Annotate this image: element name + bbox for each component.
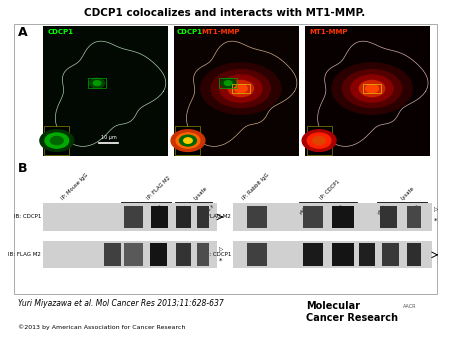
Text: pSG5: pSG5 — [299, 203, 310, 215]
Bar — [332, 206, 354, 228]
Bar — [380, 206, 397, 228]
Text: IP: CDCP1: IP: CDCP1 — [319, 179, 341, 201]
Text: *: * — [433, 218, 437, 224]
Text: B: B — [18, 162, 27, 174]
Bar — [306, 26, 430, 156]
Circle shape — [234, 84, 247, 93]
Circle shape — [228, 80, 253, 97]
Circle shape — [184, 138, 192, 143]
Bar — [43, 241, 216, 268]
Circle shape — [332, 63, 412, 114]
Text: MT1-MMP: MT1-MMP — [202, 29, 240, 35]
Bar — [197, 206, 209, 228]
Text: MT1-F: MT1-F — [203, 203, 216, 216]
Bar — [88, 78, 106, 88]
Text: MT1-MMP: MT1-MMP — [310, 29, 348, 35]
Text: IB: CDCP1: IB: CDCP1 — [204, 252, 231, 257]
Text: AACR: AACR — [403, 304, 416, 309]
Bar — [197, 243, 209, 266]
Text: IP: Rabbit IgG: IP: Rabbit IgG — [241, 172, 270, 201]
Circle shape — [171, 130, 205, 151]
Text: IB: FLAG M2: IB: FLAG M2 — [8, 252, 41, 257]
Text: MT1-F: MT1-F — [152, 203, 164, 216]
Circle shape — [93, 81, 101, 86]
Bar — [382, 243, 400, 266]
Bar — [150, 243, 167, 266]
Text: ▷: ▷ — [433, 208, 438, 213]
Bar — [248, 206, 267, 228]
Text: 10 μm: 10 μm — [101, 135, 117, 140]
Circle shape — [90, 78, 105, 88]
Text: IP: FLAG M2: IP: FLAG M2 — [146, 175, 172, 201]
Bar — [176, 206, 191, 228]
Bar — [248, 243, 267, 266]
Text: Molecular
Cancer Research: Molecular Cancer Research — [306, 301, 398, 323]
Circle shape — [220, 75, 262, 102]
Circle shape — [176, 133, 200, 148]
Text: pSG5: pSG5 — [177, 203, 189, 215]
Text: IP: Mouse IgG: IP: Mouse IgG — [60, 172, 89, 201]
Text: IB: CDCP1: IB: CDCP1 — [14, 215, 41, 219]
Text: Lysate: Lysate — [193, 185, 209, 201]
Bar — [176, 243, 191, 266]
Circle shape — [201, 63, 281, 114]
Circle shape — [50, 137, 63, 145]
Text: MT1-F: MT1-F — [409, 203, 421, 216]
Circle shape — [225, 81, 232, 86]
Bar — [176, 126, 200, 155]
Text: A: A — [18, 26, 27, 39]
Bar — [363, 84, 381, 93]
Circle shape — [342, 70, 401, 107]
Bar — [124, 206, 143, 228]
Bar — [234, 203, 432, 231]
Text: Yuri Miyazawa et al. Mol Cancer Res 2013;11:628-637: Yuri Miyazawa et al. Mol Cancer Res 2013… — [18, 299, 224, 308]
Bar — [174, 26, 299, 156]
Bar — [332, 243, 354, 266]
Circle shape — [45, 133, 69, 148]
Text: *: * — [219, 258, 222, 264]
Circle shape — [40, 130, 74, 151]
Bar — [43, 26, 168, 156]
Text: pSG5: pSG5 — [377, 203, 388, 215]
Bar — [104, 243, 121, 266]
Circle shape — [220, 78, 236, 88]
Bar — [303, 206, 323, 228]
Bar — [407, 243, 421, 266]
Text: ©2013 by American Association for Cancer Research: ©2013 by American Association for Cancer… — [18, 324, 185, 330]
Text: pSG5: pSG5 — [125, 203, 136, 215]
Bar — [234, 241, 432, 268]
Bar — [303, 243, 323, 266]
Text: ▷: ▷ — [219, 247, 223, 252]
Circle shape — [307, 133, 331, 148]
Text: Lysate: Lysate — [400, 185, 416, 201]
Text: CDCP1 colocalizes and interacts with MT1-MMP.: CDCP1 colocalizes and interacts with MT1… — [85, 8, 365, 19]
Text: CDCP1: CDCP1 — [176, 29, 202, 35]
Bar — [306, 126, 332, 155]
Bar — [232, 84, 250, 93]
Text: CDCP1: CDCP1 — [47, 29, 73, 35]
Text: MT1-F: MT1-F — [333, 203, 345, 216]
Bar — [124, 243, 143, 266]
Bar — [43, 203, 216, 231]
Circle shape — [211, 70, 270, 107]
Bar — [407, 206, 421, 228]
Circle shape — [302, 130, 336, 151]
Bar — [45, 126, 69, 155]
Circle shape — [351, 75, 393, 102]
Circle shape — [359, 80, 385, 97]
Circle shape — [180, 135, 197, 146]
Circle shape — [366, 84, 378, 93]
Bar — [359, 243, 374, 266]
Circle shape — [313, 137, 325, 145]
Bar — [151, 206, 168, 228]
Text: IB: FLAG M2: IB: FLAG M2 — [198, 215, 231, 219]
Bar — [219, 78, 238, 88]
